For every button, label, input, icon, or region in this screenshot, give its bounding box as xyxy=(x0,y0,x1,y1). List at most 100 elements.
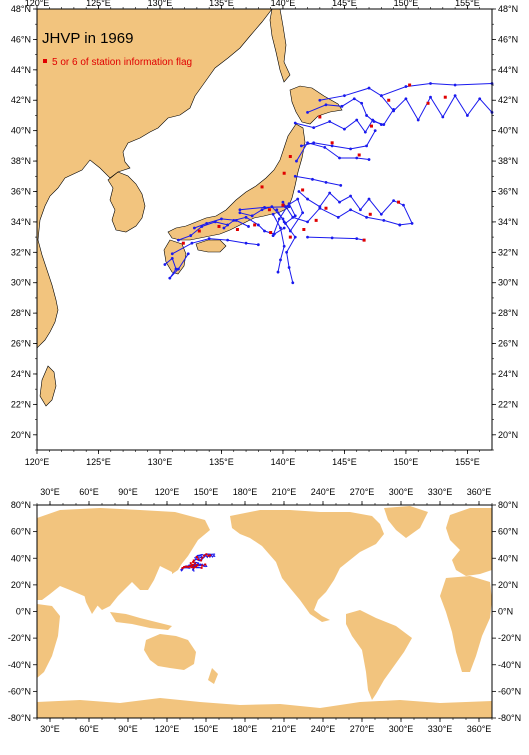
lat-tick-label-left: 34°N xyxy=(11,217,31,227)
station-point xyxy=(312,141,316,145)
world-track-1 xyxy=(196,553,216,559)
station-point xyxy=(177,267,180,271)
station-point xyxy=(256,223,260,227)
station-point xyxy=(281,200,285,204)
flag-point xyxy=(426,101,430,105)
land-europe xyxy=(446,508,492,576)
station-point xyxy=(306,220,309,224)
lat-tick-label-left: 32°N xyxy=(11,247,31,257)
lon-tick-label-bottom: 155°E xyxy=(455,457,480,467)
world-track-6 xyxy=(194,561,200,564)
regional-axes: 120°E 120°E 125°E 125°E 130°E 130°E 135°E 135°E… xyxy=(11,0,518,467)
world-lat-label-right: 20°N xyxy=(498,580,518,590)
land-sakhalin xyxy=(269,9,291,83)
lat-tick-label-right: 20°N xyxy=(498,430,518,440)
station-point xyxy=(328,191,332,195)
flag-point xyxy=(397,200,401,204)
flag-point xyxy=(281,203,285,207)
station-point xyxy=(296,197,300,201)
flag-point xyxy=(301,188,305,192)
station-point xyxy=(293,235,297,239)
station-point xyxy=(271,234,275,237)
station-point xyxy=(339,184,343,187)
station-point xyxy=(371,118,375,122)
station-point xyxy=(226,238,230,242)
world-lat-label-right: -80°N xyxy=(498,713,521,723)
world-flag-point xyxy=(192,559,195,562)
station-point xyxy=(379,123,383,126)
world-lat-label-right: -40°N xyxy=(498,660,521,670)
world-flag-point xyxy=(207,554,210,557)
station-point xyxy=(373,129,377,133)
world-flag-point xyxy=(185,565,188,568)
world-flag-point xyxy=(201,556,204,559)
flag-point xyxy=(362,238,366,242)
land-antarctica xyxy=(37,698,492,718)
lon-tick-label-top: 145°E xyxy=(332,0,357,8)
station-point xyxy=(349,194,352,198)
lat-tick-label-right: 42°N xyxy=(498,95,518,105)
track-16 xyxy=(172,238,259,255)
station-point xyxy=(379,94,383,98)
land-australia xyxy=(144,634,196,670)
lon-tick-label-top: 150°E xyxy=(394,0,419,8)
lat-tick-label-left: 28°N xyxy=(11,308,31,318)
station-point xyxy=(287,202,291,206)
land-shikoku xyxy=(195,239,227,253)
world-land xyxy=(37,506,492,718)
station-point xyxy=(247,225,250,228)
lon-tick-label-bottom: 125°E xyxy=(86,457,111,467)
track-4 xyxy=(301,130,376,150)
station-point xyxy=(291,281,295,285)
world-lon-label-top: 120°E xyxy=(155,487,180,497)
station-point xyxy=(277,217,281,221)
map-title: JHVP in 1969 xyxy=(42,30,133,47)
world-lon-label-top: 360°E xyxy=(467,487,492,497)
land-north-america xyxy=(230,510,384,622)
world-flag-point xyxy=(187,565,190,568)
world-lat-label-right: 80°N xyxy=(498,500,518,510)
world-lat-label-left: 20°N xyxy=(11,580,31,590)
station-point xyxy=(295,159,298,163)
lat-tick-label-right: 36°N xyxy=(498,186,518,196)
lat-tick-label-right: 22°N xyxy=(498,399,518,409)
lat-tick-label-right: 30°N xyxy=(498,278,518,288)
station-point xyxy=(416,118,420,122)
world-lat-label-right: 40°N xyxy=(498,553,518,563)
station-point xyxy=(338,200,341,204)
station-point xyxy=(338,156,341,160)
world-flag-point xyxy=(205,553,208,556)
station-point xyxy=(276,270,280,274)
flag-point xyxy=(330,141,334,145)
world-lat-label-right: -60°N xyxy=(498,686,521,696)
station-point xyxy=(220,217,223,221)
station-point xyxy=(365,144,368,148)
world-lat-label-left: 60°N xyxy=(11,527,31,537)
station-point xyxy=(226,223,230,227)
world-lon-label-top: 30°E xyxy=(40,487,60,497)
station-point xyxy=(213,220,217,224)
world-flag-point xyxy=(209,554,212,557)
station-point xyxy=(174,267,178,271)
station-point xyxy=(324,180,328,184)
station-point xyxy=(297,190,301,193)
world-flag-point xyxy=(203,554,206,557)
flag-point xyxy=(217,224,221,228)
land-africa-east xyxy=(440,576,492,672)
track-17 xyxy=(164,253,189,279)
station-point xyxy=(189,234,193,237)
station-point xyxy=(288,229,292,233)
station-point xyxy=(379,212,383,216)
world-flag-point xyxy=(192,560,195,563)
lat-tick-label-left: 40°N xyxy=(11,126,31,136)
world-lon-label-bottom: 300°E xyxy=(389,724,414,734)
world-lon-label-bottom: 30°E xyxy=(40,724,60,734)
station-point xyxy=(343,127,346,131)
world-lat-label-left: -40°N xyxy=(8,660,31,670)
lat-tick-label-left: 26°N xyxy=(11,339,31,349)
flag-point xyxy=(197,229,201,233)
lat-tick-label-right: 26°N xyxy=(498,339,518,349)
lat-tick-label-right: 28°N xyxy=(498,308,518,318)
station-point xyxy=(238,211,242,215)
